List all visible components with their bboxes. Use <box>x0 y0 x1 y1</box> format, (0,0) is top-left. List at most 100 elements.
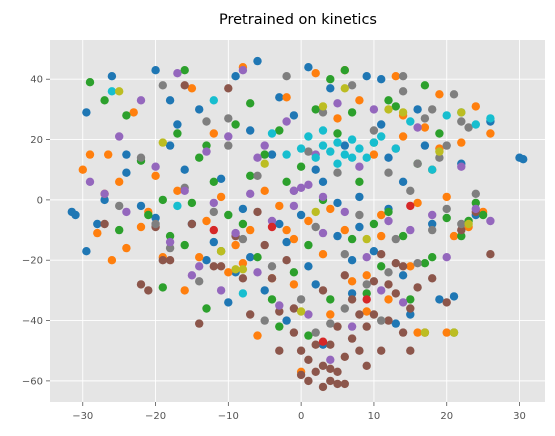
scatter-point <box>355 162 364 171</box>
scatter-point <box>377 120 386 129</box>
scatter-point <box>457 219 466 229</box>
scatter-point <box>202 256 211 265</box>
data-points <box>67 56 528 392</box>
scatter-point <box>209 225 218 235</box>
scatter-point <box>369 277 379 286</box>
scatter-point <box>136 201 146 211</box>
scatter-point <box>384 207 393 217</box>
scatter-point <box>238 66 248 75</box>
scatter-point <box>195 319 204 328</box>
scatter-point <box>209 237 218 247</box>
scatter-point <box>246 126 255 135</box>
scatter-point <box>289 234 299 244</box>
scatter-point <box>158 283 167 292</box>
scatter-point <box>362 289 371 298</box>
scatter-point <box>362 253 371 262</box>
scatter-point <box>296 346 306 355</box>
scatter-point <box>384 280 393 289</box>
scatter-point <box>420 259 430 268</box>
scatter-point <box>289 280 299 289</box>
scatter-point <box>187 219 197 229</box>
scatter-point <box>347 295 357 304</box>
scatter-point <box>202 117 211 126</box>
scatter-point <box>326 340 335 349</box>
scatter-point <box>355 222 364 232</box>
scatter-point <box>195 105 204 114</box>
scatter-point <box>289 201 299 211</box>
scatter-point <box>435 295 444 304</box>
scatter-point <box>398 328 408 337</box>
scatter-point <box>355 177 364 186</box>
scatter-point <box>464 219 473 229</box>
scatter-point <box>369 310 379 319</box>
scatter-point <box>326 204 335 214</box>
scatter-point <box>406 225 415 235</box>
scatter-point <box>253 171 262 180</box>
scatter-point <box>296 307 306 316</box>
y-tick-label: −60 <box>22 376 43 387</box>
scatter-point <box>311 207 320 217</box>
scatter-point <box>398 87 408 96</box>
scatter-point <box>296 370 306 380</box>
y-tick-label: −20 <box>22 256 43 267</box>
scatter-point <box>282 93 291 102</box>
scatter-point <box>296 295 306 304</box>
scatter-point <box>369 150 379 159</box>
scatter-point <box>318 141 328 150</box>
scatter-point <box>413 105 422 114</box>
scatter-point <box>347 108 357 117</box>
scatter-point <box>267 262 277 271</box>
scatter-point <box>398 231 408 241</box>
scatter-point <box>362 307 371 316</box>
scatter-point <box>464 123 473 132</box>
scatter-point <box>216 174 226 183</box>
scatter-point <box>406 295 415 304</box>
scatter-point <box>377 262 386 271</box>
scatter-point <box>486 129 495 138</box>
scatter-point <box>391 234 400 244</box>
scatter-point <box>478 210 488 220</box>
scatter-point <box>267 216 277 226</box>
scatter-point <box>318 250 328 259</box>
scatter-point <box>165 141 175 150</box>
scatter-point <box>428 165 437 174</box>
scatter-point <box>93 228 102 238</box>
scatter-point <box>398 271 408 280</box>
scatter-point <box>318 361 328 370</box>
scatter-point <box>275 322 284 331</box>
scatter-point <box>238 289 248 298</box>
scatter-point <box>377 346 386 355</box>
scatter-point <box>216 247 226 256</box>
scatter-point <box>165 96 175 105</box>
scatter-point <box>362 295 371 304</box>
scatter-point <box>187 271 197 280</box>
scatter-point <box>304 355 313 364</box>
scatter-point <box>238 204 248 214</box>
scatter-point <box>420 114 430 123</box>
scatter-point <box>384 153 393 162</box>
scatter-point <box>420 141 430 150</box>
scatter-point <box>202 216 211 226</box>
scatter-point <box>122 150 131 159</box>
scatter-point <box>333 114 342 123</box>
scatter-point <box>136 153 146 162</box>
scatter-point <box>355 144 364 153</box>
scatter-point <box>260 159 269 168</box>
scatter-point <box>428 219 437 229</box>
scatter-point <box>442 253 451 262</box>
scatter-point <box>311 165 320 174</box>
scatter-point <box>333 367 342 376</box>
scatter-point <box>362 72 371 81</box>
scatter-point <box>413 259 422 268</box>
scatter-point <box>471 102 480 111</box>
scatter-point <box>471 189 480 198</box>
scatter-point <box>209 177 218 186</box>
scatter-point <box>82 247 91 256</box>
scatter-point <box>260 240 269 250</box>
scatter-point <box>413 123 422 132</box>
scatter-point <box>275 301 284 310</box>
scatter-point <box>355 310 364 319</box>
scatter-point <box>333 198 342 208</box>
scatter-point <box>195 253 204 262</box>
scatter-point <box>362 322 371 331</box>
